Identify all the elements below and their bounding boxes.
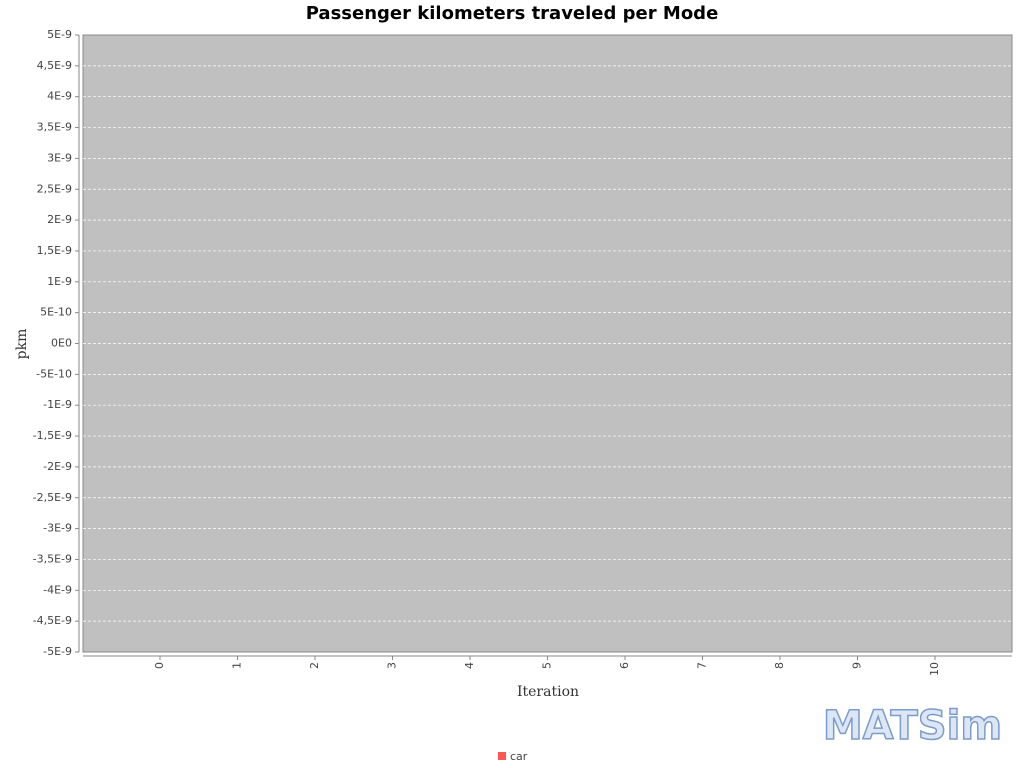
- y-tick-label: -1E-9: [43, 398, 72, 411]
- y-tick-label: 1,5E-9: [37, 244, 72, 257]
- y-axis-label: pkm: [14, 329, 30, 360]
- y-tick-label: 4E-9: [47, 90, 72, 103]
- y-tick-label: -4,5E-9: [33, 614, 72, 627]
- y-tick-label: 1E-9: [47, 275, 72, 288]
- y-tick-label: -5E-10: [36, 367, 72, 380]
- x-axis-label: Iteration: [517, 684, 579, 700]
- x-tick-label: 1: [231, 662, 244, 669]
- y-tick-label: 2E-9: [47, 213, 72, 226]
- y-tick-label: -2E-9: [43, 460, 72, 473]
- legend-swatch: [498, 752, 506, 760]
- y-tick-label: -3,5E-9: [33, 552, 72, 565]
- y-tick-label: -4E-9: [43, 583, 72, 596]
- legend-label: car: [510, 750, 528, 763]
- plot-area: [82, 34, 1013, 653]
- x-tick-label: 5: [541, 662, 554, 669]
- x-tick-label: 0: [153, 662, 166, 669]
- y-tick-label: 3E-9: [47, 151, 72, 164]
- y-tick-label: 5E-10: [40, 306, 72, 319]
- y-tick-label: 0E0: [51, 337, 72, 350]
- y-tick-label: 5E-9: [47, 28, 72, 41]
- x-tick-label: 10: [928, 662, 941, 676]
- x-tick-label: 8: [773, 662, 786, 669]
- y-tick-label: -5E-9: [43, 645, 72, 658]
- x-tick-label: 7: [696, 662, 709, 669]
- y-tick-label: 3,5E-9: [37, 121, 72, 134]
- x-tick-label: 9: [851, 662, 864, 669]
- x-tick-label: 2: [308, 662, 321, 669]
- logo: MATSim: [823, 703, 1002, 749]
- x-tick-label: 3: [386, 662, 399, 669]
- y-tick-label: 4,5E-9: [37, 59, 72, 72]
- y-tick-label: -3E-9: [43, 522, 72, 535]
- y-tick-label: 2,5E-9: [37, 182, 72, 195]
- y-tick-label: -2,5E-9: [33, 491, 72, 504]
- y-tick-label: -1,5E-9: [33, 429, 72, 442]
- x-tick-label: 4: [463, 662, 476, 669]
- x-tick-label: 6: [618, 662, 631, 669]
- chart-title: Passenger kilometers traveled per Mode: [306, 3, 719, 24]
